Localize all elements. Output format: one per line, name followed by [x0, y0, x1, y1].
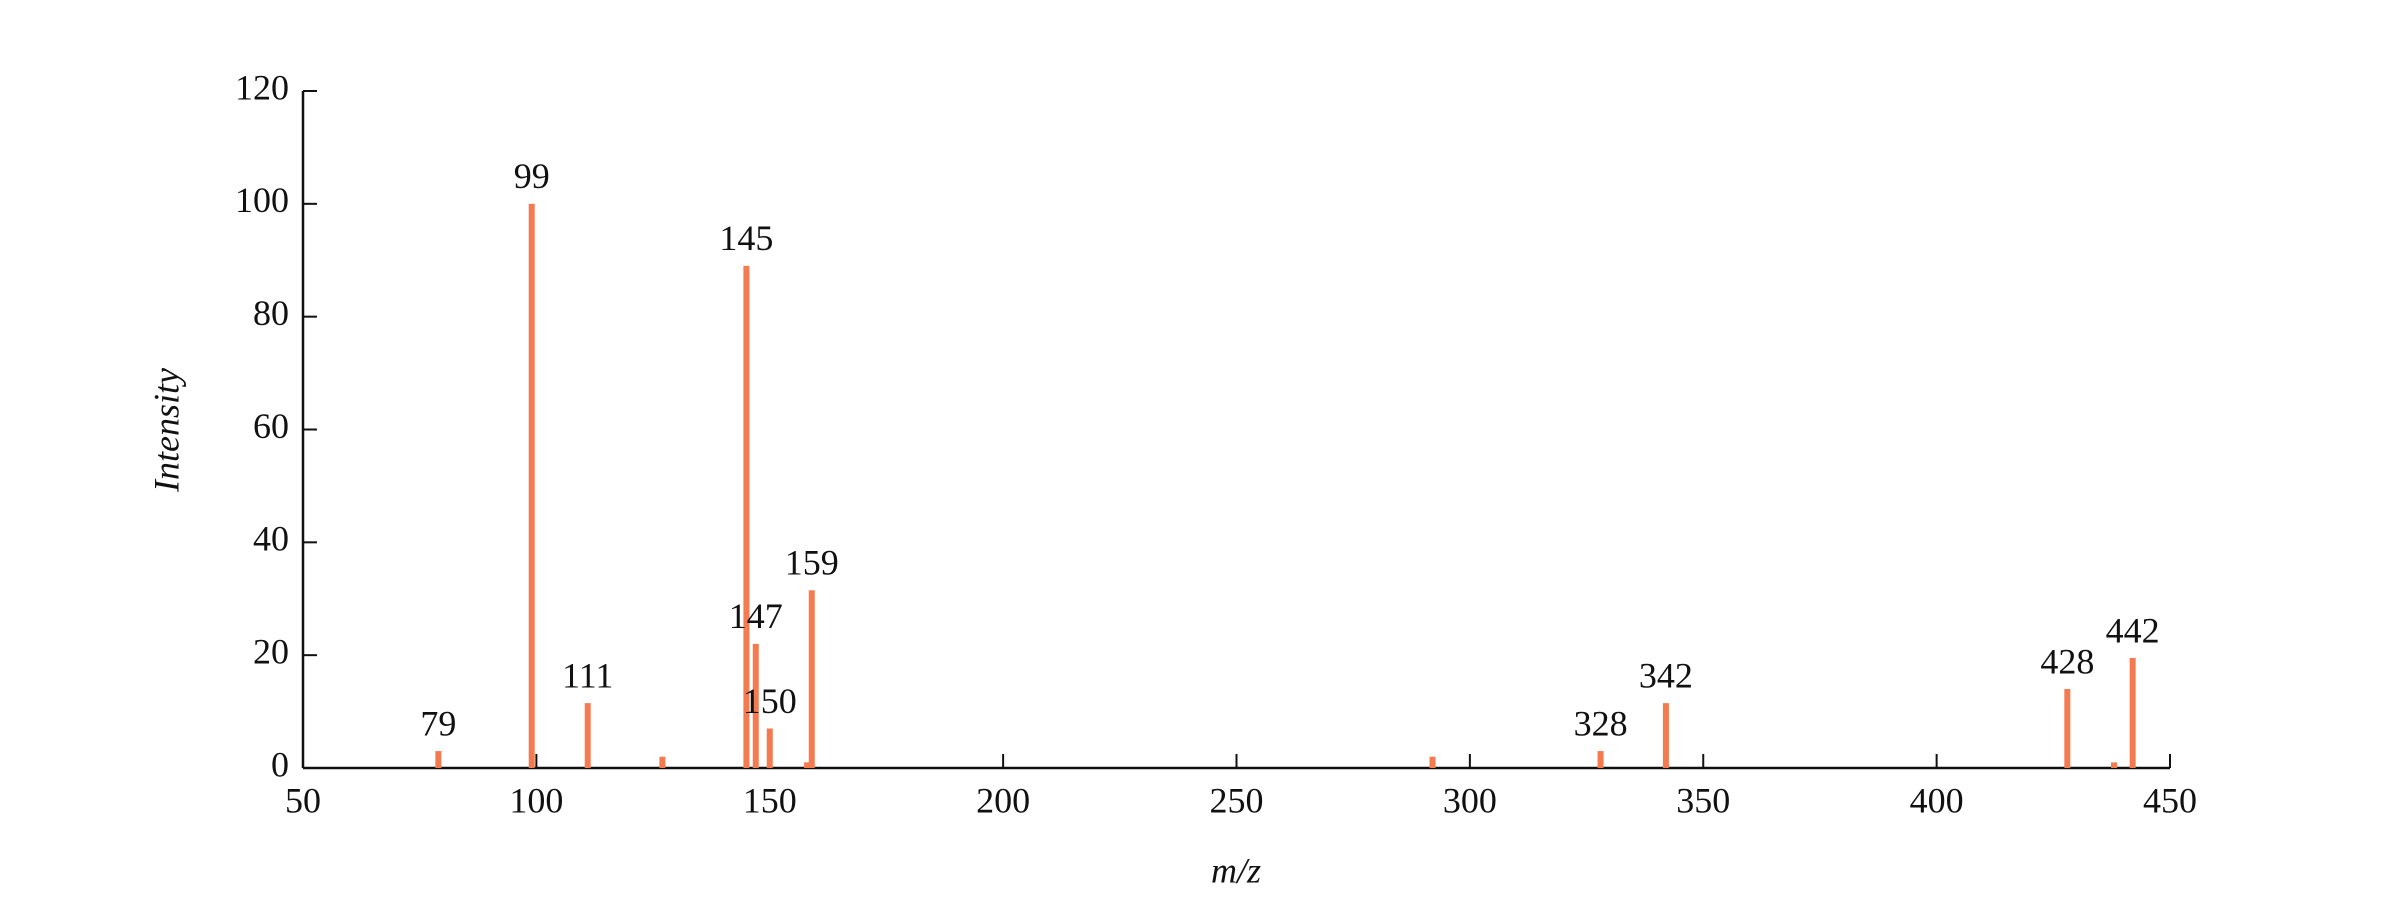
x-tick-label: 450 [2143, 780, 2197, 820]
peak-label: 147 [729, 596, 783, 636]
peak-label: 442 [2106, 610, 2160, 650]
peak [584, 703, 591, 768]
peak-label: 328 [1574, 703, 1628, 743]
peak-label: 159 [785, 543, 839, 583]
x-tick-label: 100 [509, 780, 563, 820]
x-tick-label: 200 [976, 780, 1030, 820]
peak [659, 756, 666, 768]
peak [2129, 657, 2136, 768]
peak-label: 111 [562, 655, 613, 695]
peak [1597, 751, 1604, 768]
peak-label: 342 [1639, 655, 1693, 695]
x-tick-label: 250 [1210, 780, 1264, 820]
peak-label: 145 [719, 218, 773, 258]
peak [752, 643, 759, 768]
x-tick-label: 300 [1443, 780, 1497, 820]
x-tick-label: 400 [1910, 780, 1964, 820]
y-tick-label: 40 [253, 519, 289, 559]
peak [1429, 756, 1436, 768]
y-axis-title: Intensity [146, 368, 186, 493]
peak [1662, 703, 1669, 768]
peak [2064, 689, 2071, 768]
peak-label: 428 [2040, 641, 2094, 681]
y-tick-label: 100 [235, 180, 289, 220]
peak [435, 751, 442, 768]
y-tick-label: 80 [253, 293, 289, 333]
peak [2110, 762, 2117, 768]
x-axis-title: m/z [1211, 850, 1261, 890]
x-tick-label: 50 [285, 780, 321, 820]
x-tick-label: 350 [1676, 780, 1730, 820]
peak [528, 203, 535, 769]
peak-label: 150 [743, 681, 797, 721]
peak [766, 728, 773, 768]
peak [804, 762, 811, 768]
peak [808, 590, 815, 768]
peak-label: 79 [420, 703, 456, 743]
peak [743, 265, 750, 768]
y-tick-label: 60 [253, 406, 289, 446]
x-tick-label: 150 [743, 780, 797, 820]
y-tick-label: 120 [235, 67, 289, 107]
y-tick-label: 20 [253, 631, 289, 671]
peak-label: 99 [514, 156, 550, 196]
y-tick-label: 0 [271, 744, 289, 784]
